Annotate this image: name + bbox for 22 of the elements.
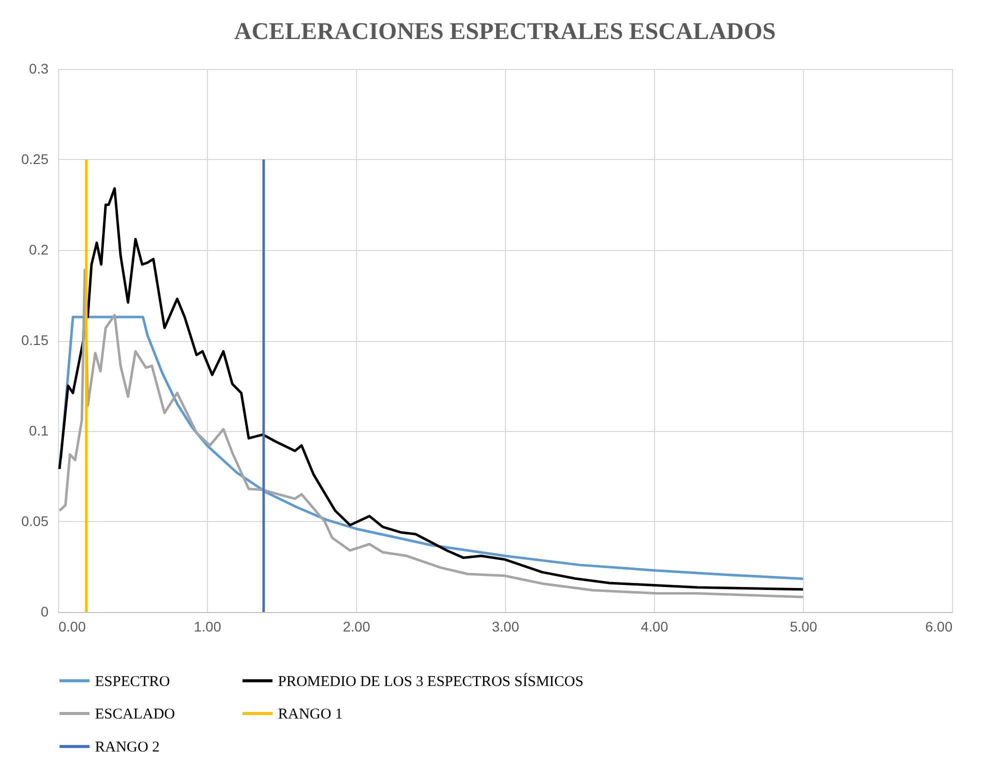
line-series — [58, 187, 804, 591]
line-series — [58, 268, 804, 598]
y-tick-label: 0.2 — [29, 242, 49, 258]
legend-label: ESCALADO — [95, 706, 176, 722]
x-tick-label: 0.00 — [58, 618, 86, 634]
x-tick-label: 6.00 — [925, 618, 953, 634]
x-tick-label: 3.00 — [492, 618, 520, 634]
legend-label: RANGO 2 — [95, 740, 160, 756]
legend-label: PROMEDIO DE LOS 3 ESPECTROS SÍSMICOS — [278, 672, 584, 690]
x-tick-label: 1.00 — [194, 618, 222, 634]
legend-label: RANGO 1 — [278, 706, 343, 722]
chart-title: ACELERACIONES ESPECTRALES ESCALADOS — [234, 19, 776, 45]
x-tick-label: 4.00 — [640, 618, 668, 634]
y-tick-label: 0.15 — [21, 332, 49, 348]
y-tick-label: 0 — [40, 604, 49, 620]
legend-label: ESPECTRO — [95, 674, 170, 690]
y-tick-label: 0.25 — [21, 151, 49, 167]
y-tick-label: 0.05 — [21, 513, 49, 529]
x-tick-label: 2.00 — [342, 618, 370, 634]
y-tick-label: 0.3 — [29, 60, 49, 76]
x-tick-label: 5.00 — [790, 618, 818, 634]
y-tick-label: 0.1 — [29, 422, 49, 438]
